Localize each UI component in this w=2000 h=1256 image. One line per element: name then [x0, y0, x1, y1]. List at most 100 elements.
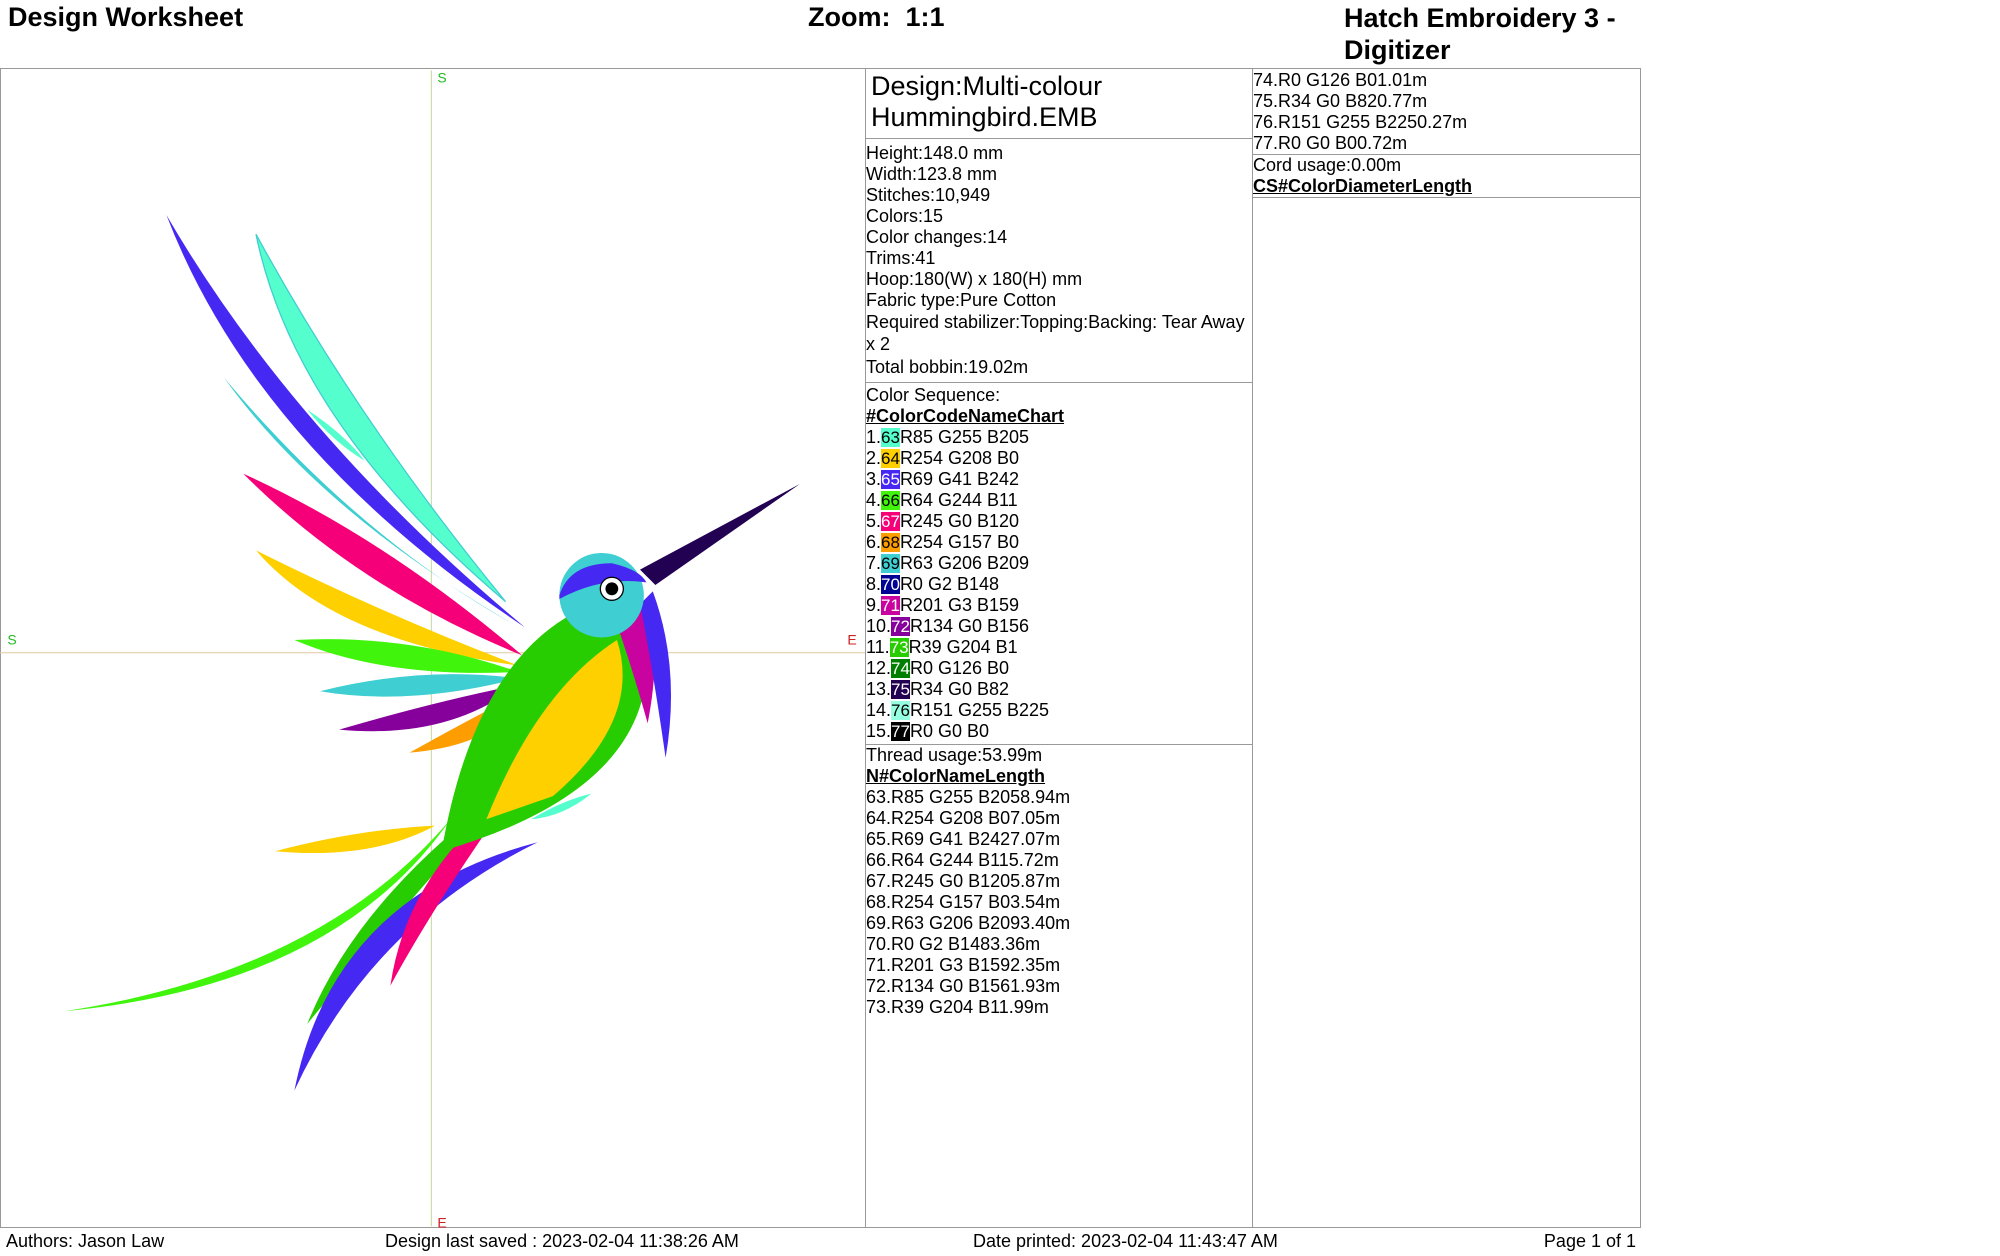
row-number: 64.	[866, 808, 892, 828]
info-value: 41	[915, 248, 936, 268]
info-value: 19.02m	[968, 357, 1029, 377]
row: 68.R254 G157 B03.54m	[866, 892, 1252, 913]
row: 66.R64 G244 B115.72m	[866, 850, 1252, 871]
footer-printed: Date printed: 2023-02-04 11:43:47 AM	[973, 1231, 1278, 1251]
color-name: R69 G41 B242	[899, 469, 1020, 489]
row: 6.68R254 G157 B0	[866, 532, 1252, 553]
thread-length: 0.77m	[1377, 91, 1428, 111]
color-swatch: 74	[891, 659, 910, 678]
thread-length: 3.40m	[1020, 913, 1071, 933]
color-swatch: 69	[881, 554, 900, 573]
column-header: #	[866, 406, 877, 426]
color-name: R0 G2 B148	[891, 934, 991, 954]
column-header: Chart	[1017, 406, 1065, 426]
color-name: R85 G255 B205	[891, 787, 1021, 807]
row: 11.73R39 G204 B1	[866, 637, 1252, 658]
info-label: Fabric type:	[866, 290, 961, 310]
color-swatch: 73	[889, 638, 909, 657]
row-number: 8.	[866, 574, 882, 594]
row: 4.66R64 G244 B11	[866, 490, 1252, 511]
thread-length: 5.72m	[1008, 850, 1059, 870]
thread-length: 2.35m	[1010, 955, 1061, 975]
row: 8.70R0 G2 B148	[866, 574, 1252, 595]
info-label: Hoop:	[866, 269, 915, 289]
color-swatch: 72	[891, 617, 910, 636]
design-name: Design:Multi-colour Hummingbird.EMB	[866, 69, 1252, 139]
color-name: R39 G204 B1	[891, 997, 999, 1017]
row: Thread usage:53.99m	[866, 745, 1252, 766]
color-sequence: Color Sequence: #ColorCodeNameChart 1.63R8…	[866, 383, 1252, 745]
row-number: 77.	[1253, 133, 1279, 153]
row: 71.R201 G3 B1592.35m	[866, 955, 1252, 976]
thread-length: 3.54m	[1010, 892, 1061, 912]
info-label: Color changes:	[866, 227, 988, 247]
row-number: 10.	[866, 616, 892, 636]
column-header: Name	[968, 406, 1018, 426]
design-canvas: S S E E	[0, 68, 866, 1228]
row: 15.77R0 G0 B0	[866, 721, 1252, 742]
color-swatch: 68	[881, 533, 900, 552]
color-swatch: 66	[881, 491, 900, 510]
info-value: 180(W) x 180(H) mm	[914, 269, 1083, 289]
color-name: R245 G0 B120	[891, 871, 1011, 891]
color-name: R39 G204 B1	[908, 637, 1018, 657]
row: 5.67R245 G0 B120	[866, 511, 1252, 532]
color-name: R151 G255 B225	[1278, 112, 1418, 132]
row: 69.R63 G206 B2093.40m	[866, 913, 1252, 934]
row: 3.65R69 G41 B242	[866, 469, 1252, 490]
row-number: 15.	[866, 721, 892, 741]
row: 65.R69 G41 B2427.07m	[866, 829, 1252, 850]
row: 7.69R63 G206 B209	[866, 553, 1252, 574]
row: 70.R0 G2 B1483.36m	[866, 934, 1252, 955]
row: Width:123.8 mm	[866, 164, 1252, 185]
column-header: Diameter	[1335, 176, 1413, 196]
color-name: R0 G0 B0	[909, 721, 989, 741]
worksheet-title: Design Worksheet	[8, 2, 244, 32]
color-name: R69 G41 B242	[891, 829, 1011, 849]
row: Total bobbin:19.02m	[866, 357, 1252, 378]
footer-saved: Design last saved : 2023-02-04 11:38:26 …	[385, 1231, 739, 1251]
row-number: 14.	[866, 700, 892, 720]
color-name: R254 G157 B0	[899, 532, 1020, 552]
details-panel-2: 74.R0 G126 B01.01m 75.R34 G0 B820.77m 76.R…	[1252, 68, 1641, 1228]
info-value: 15	[923, 206, 944, 226]
color-name: R64 G244 B11	[899, 490, 1018, 510]
info-label: Height:	[866, 143, 924, 163]
row-number: 73.	[866, 997, 892, 1017]
color-name: R201 G3 B159	[891, 955, 1011, 975]
info-value: 10,949	[935, 185, 991, 205]
color-swatch: 71	[881, 596, 900, 615]
row-number: 75.	[1253, 91, 1279, 111]
color-name: R134 G0 B156	[891, 976, 1011, 996]
info-label: Colors:	[866, 206, 924, 226]
row: 73.R39 G204 B11.99m	[866, 997, 1252, 1018]
color-name: R134 G0 B156	[909, 616, 1030, 636]
color-name: R245 G0 B120	[899, 511, 1020, 531]
cord-value: 0.00m	[1351, 155, 1402, 175]
color-name: R0 G126 B0	[1278, 70, 1378, 90]
thread-total: 53.99m	[982, 745, 1043, 765]
info-value: 148.0 mm	[923, 143, 1004, 163]
color-swatch: 63	[881, 428, 900, 447]
color-name: R254 G208 B0	[899, 448, 1020, 468]
info-label: Required stabilizer:	[866, 312, 1021, 332]
row-number: 6.	[866, 532, 882, 552]
canvas-label: E	[847, 632, 856, 648]
color-name: R151 G255 B225	[909, 700, 1050, 720]
cord-label: Cord usage:	[1253, 155, 1352, 175]
column-header: Color	[876, 406, 924, 426]
color-swatch: 70	[881, 575, 900, 594]
column-header: N#	[866, 766, 890, 786]
row: 2.64R254 G208 B0	[866, 448, 1252, 469]
details-panel: Design:Multi-colour Hummingbird.EMB Heig…	[865, 68, 1253, 1228]
thread-length: 3.36m	[990, 934, 1041, 954]
row: Trims:41	[866, 248, 1252, 269]
thread-length: 7.07m	[1010, 829, 1061, 849]
row: 74.R0 G126 B01.01m	[1253, 70, 1640, 91]
thread-usage-cont: 74.R0 G126 B01.01m 75.R34 G0 B820.77m 76.R…	[1253, 69, 1640, 155]
row-number: 70.	[866, 934, 892, 954]
canvas-label: E	[437, 1215, 446, 1228]
color-swatch: 75	[891, 680, 910, 699]
info-label: Stitches:	[866, 185, 936, 205]
